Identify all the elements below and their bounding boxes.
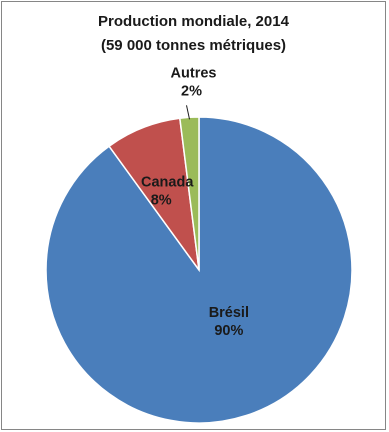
pie-slices <box>46 117 352 423</box>
data-label-bresil-name: Brésil <box>209 305 249 321</box>
data-label-canada-name: Canada <box>141 175 194 191</box>
data-label-autres-name: Autres <box>171 65 217 81</box>
data-label-bresil-value: 90% <box>214 323 243 339</box>
data-label-canada-value: 8% <box>151 193 172 209</box>
data-label-autres-value: 2% <box>181 83 202 99</box>
